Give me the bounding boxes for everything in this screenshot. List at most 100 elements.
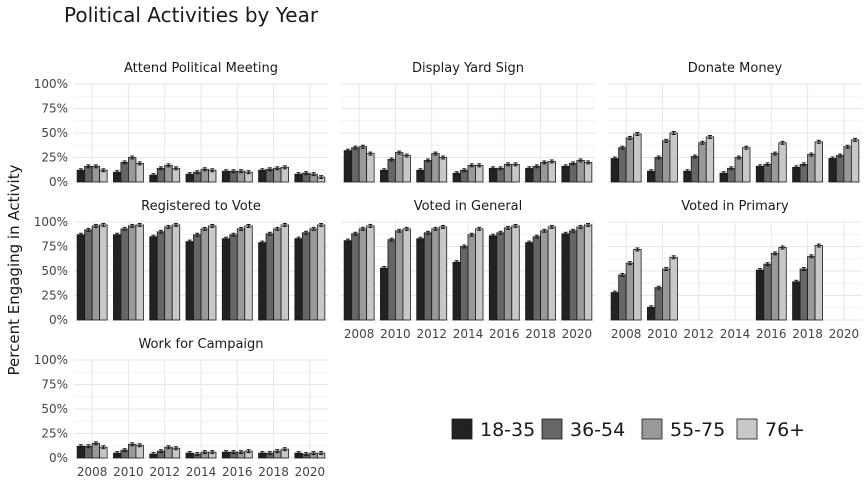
bar-55-75-2016 (770, 153, 780, 183)
bar-76+-2010 (669, 256, 678, 321)
bar-18-35-2020 (561, 165, 570, 183)
x-tick-label: 2012 (149, 465, 180, 479)
bar-55-75-2014 (467, 164, 476, 183)
bar-36-54-2018 (532, 165, 541, 183)
bar-76+-2010 (402, 155, 411, 183)
facet-2: Donate Money (608, 61, 862, 183)
legend-label: 36-54 (570, 419, 625, 441)
legend-swatch (641, 418, 663, 440)
x-tick-label: 2018 (525, 327, 556, 341)
x-tick-label: 2016 (489, 327, 520, 341)
bar-76+-2018 (280, 224, 289, 321)
bar-36-54-2010 (120, 161, 129, 183)
bar-55-75-2008 (358, 146, 368, 183)
bar-18-35-2018 (258, 242, 267, 321)
bar-76+-2012 (171, 224, 181, 321)
bar-76+-2020 (583, 161, 593, 183)
legend-swatch (451, 418, 473, 440)
x-tick-label: 2014 (720, 327, 751, 341)
bar-76+-2012 (171, 167, 181, 183)
bar-18-35-2014 (452, 261, 461, 321)
bar-18-35-2018 (525, 242, 534, 321)
bar-36-54-2012 (423, 160, 433, 183)
bar-18-35-2020 (294, 238, 303, 321)
bar-55-75-2008 (625, 262, 635, 321)
bar-55-75-2018 (807, 255, 816, 321)
bar-18-35-2020 (828, 158, 837, 183)
bar-18-35-2018 (792, 281, 801, 321)
bar-55-75-2012 (431, 153, 440, 183)
facet-title: Donate Money (688, 61, 783, 76)
bar-18-35-2020 (561, 233, 570, 321)
facet-1: Display Yard Sign (341, 61, 595, 183)
facet-0: Attend Political Meeting 0% 25% 50% 75% 100% (34, 61, 328, 189)
bar-18-35-2010 (380, 267, 389, 321)
bar-76+-2020 (316, 224, 326, 321)
bar-76+-2014 (475, 164, 484, 183)
bar-36-54-2008 (84, 165, 93, 183)
bar-55-75-2010 (395, 152, 404, 183)
bar-55-75-2014 (200, 228, 209, 321)
bar-76+-2016 (511, 163, 520, 183)
bar-36-54-2010 (387, 159, 396, 183)
bar-36-54-2010 (120, 228, 129, 321)
x-tick-label: 2020 (562, 327, 593, 341)
bar-76+-2018 (547, 226, 556, 321)
y-tick-label: 50% (41, 264, 68, 278)
y-tick-label: 75% (41, 102, 68, 116)
legend-item-18-35: 18-35 (451, 418, 535, 441)
bar-55-75-2018 (807, 154, 816, 183)
bar-55-75-2012 (431, 228, 440, 321)
bar-36-54-2016 (229, 234, 238, 321)
y-tick-label: 0% (49, 313, 68, 327)
bar-36-54-2016 (496, 232, 505, 321)
x-tick-label: 2018 (258, 465, 289, 479)
bar-36-54-2016 (763, 163, 772, 183)
bar-18-35-2014 (185, 241, 194, 321)
facet-title: Registered to Vote (141, 199, 261, 214)
bar-18-35-2010 (113, 234, 122, 321)
bar-76+-2016 (244, 225, 253, 321)
bar-36-54-2016 (496, 167, 505, 183)
legend-label: 55-75 (670, 419, 725, 441)
bar-55-75-2010 (662, 268, 671, 321)
bar-36-54-2014 (460, 246, 469, 321)
bar-18-35-2016 (755, 269, 765, 321)
bar-76+-2008 (366, 153, 375, 183)
facet-6: Work for Campaign 0% 25% 50% 75% 100% 2008 2010… (34, 337, 328, 479)
bar-36-54-2020 (568, 162, 578, 183)
y-tick-label: 25% (41, 289, 68, 303)
chart-title: Political Activities by Year (64, 3, 319, 27)
x-tick-label: 2012 (416, 327, 447, 341)
bar-36-54-2018 (799, 163, 808, 183)
bar-55-75-2018 (273, 167, 282, 183)
x-tick-label: 2008 (77, 465, 108, 479)
y-axis-label: Percent Engaging in Activity (5, 164, 23, 375)
bar-55-75-2008 (625, 137, 635, 183)
y-tick-label: 50% (41, 402, 68, 416)
bar-36-54-2010 (387, 239, 396, 321)
bar-55-75-2010 (128, 225, 137, 321)
bar-55-75-2010 (662, 140, 671, 183)
bar-76+-2016 (778, 247, 787, 321)
bar-36-54-2008 (351, 147, 360, 183)
bar-18-35-2008 (76, 234, 86, 321)
bar-55-75-2008 (91, 442, 101, 459)
bar-36-54-2012 (690, 156, 700, 183)
bar-76+-2008 (366, 225, 375, 321)
bar-76+-2018 (814, 245, 823, 321)
bar-55-75-2020 (309, 228, 318, 321)
x-tick-label: 2008 (344, 327, 375, 341)
bar-36-54-2010 (654, 157, 663, 183)
bar-76+-2018 (547, 161, 556, 183)
y-tick-label: 100% (34, 353, 68, 367)
facet-title: Voted in Primary (681, 199, 789, 214)
bar-55-75-2016 (503, 163, 513, 183)
y-tick-label: 75% (41, 240, 68, 254)
bar-55-75-2016 (236, 228, 246, 321)
facet-title: Display Yard Sign (412, 61, 524, 76)
bar-36-54-2014 (193, 234, 202, 321)
legend-item-55-75: 55-75 (641, 418, 725, 441)
y-tick-label: 100% (34, 215, 68, 229)
bar-55-75-2008 (358, 228, 368, 321)
